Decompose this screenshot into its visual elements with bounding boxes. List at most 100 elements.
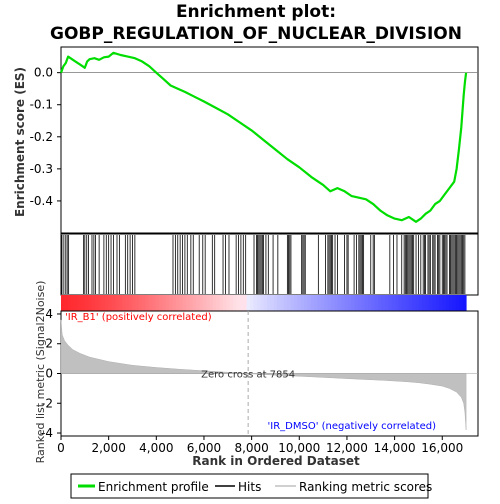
heatmap-cell — [128, 295, 133, 311]
heatmap-cell — [98, 295, 103, 311]
x-tick-label: 2,000 — [91, 441, 125, 455]
negative-correlation-label: 'IR_DMSO' (negatively correlated) — [268, 421, 437, 432]
heatmap-cell — [233, 295, 238, 311]
x-tick-label: 16,000 — [421, 441, 463, 455]
y-axis-label-metric: Ranked list metric (Signal2Noise) — [34, 281, 47, 464]
x-tick-label: 14,000 — [374, 441, 416, 455]
heatmap-cell — [67, 295, 72, 311]
heatmap-cell — [317, 295, 322, 311]
heatmap-cell — [202, 295, 207, 311]
heatmap-cell — [84, 295, 89, 311]
metric-panel: Zero cross at 7854 'IR_B1' (positively co… — [41, 307, 479, 440]
heatmap-cell — [263, 295, 268, 311]
zero-cross-label: Zero cross at 7854 — [201, 370, 295, 381]
heatmap-cell — [422, 295, 427, 311]
heatmap-cell — [111, 295, 116, 311]
heatmap-cell — [439, 295, 443, 311]
heatmap-cell — [398, 295, 403, 311]
heatmap-cell — [253, 295, 258, 311]
heatmap-cell — [185, 295, 190, 311]
es-y-tick-label: 0.0 — [34, 66, 53, 80]
heatmap-cell — [351, 295, 356, 311]
heatmap-cell — [314, 295, 319, 311]
heatmap-cell — [344, 295, 349, 311]
heatmap-cell — [121, 295, 126, 311]
heatmap-cell — [297, 295, 302, 311]
es-y-tick-label: -0.4 — [30, 194, 53, 208]
heatmap-cell — [361, 295, 366, 311]
es-y-tick-label: -0.3 — [30, 162, 53, 176]
heatmap-cell — [391, 295, 396, 311]
heatmap-cell — [395, 295, 400, 311]
heatmap-cell — [81, 295, 86, 311]
heatmap-cell — [266, 295, 271, 311]
heatmap-cell — [358, 295, 362, 311]
heatmap-cell — [189, 295, 194, 311]
positive-correlation-label: 'IR_B1' (positively correlated) — [65, 312, 212, 323]
heatmap-cell — [287, 295, 292, 311]
heatmap-cell — [182, 295, 187, 311]
heatmap-cell — [148, 295, 153, 311]
x-tick-label: 8,000 — [234, 441, 268, 455]
heatmap-cell — [374, 295, 379, 311]
heatmap-cell — [452, 295, 457, 311]
legend-label-enrichment: Enrichment profile — [98, 480, 209, 494]
heatmap-cell — [77, 295, 82, 311]
heatmap-cell — [115, 295, 119, 311]
heatmap-cell — [412, 295, 416, 311]
ranking-metric-area — [60, 319, 467, 431]
heatmap-cell — [405, 295, 410, 311]
heatmap-cell — [334, 295, 339, 311]
heatmap-cell — [324, 295, 329, 311]
es-y-tick-label: -0.1 — [30, 98, 53, 112]
heatmap-cell — [61, 295, 65, 311]
heatmap-cell — [459, 295, 464, 311]
heatmap-cell — [256, 295, 261, 311]
heatmap-cell — [401, 295, 406, 311]
heatmap-cell — [216, 295, 221, 311]
heatmap-cell — [226, 295, 231, 311]
heatmap-cell — [64, 295, 69, 311]
metric-y-tick-label: 2 — [45, 337, 53, 351]
es-plot-frame — [60, 46, 479, 234]
heatmap-cell — [462, 295, 467, 311]
heatmap-cell — [196, 295, 200, 311]
heatmap-cell — [246, 295, 251, 311]
x-tick-label: 6,000 — [187, 441, 221, 455]
heatmap-cell — [304, 295, 308, 311]
heatmap-cell — [209, 295, 214, 311]
heatmap-cell — [408, 295, 413, 311]
y-axis-label-es: Enrichment score (ES) — [13, 67, 27, 217]
legend-label-hits: Hits — [238, 480, 261, 494]
heatmap-cell — [310, 295, 315, 311]
heatmap-cell — [155, 295, 160, 311]
heatmap-cell — [290, 295, 295, 311]
x-tick-label: 10,000 — [278, 441, 320, 455]
heatmap-cell — [425, 295, 430, 311]
metric-y-tick-label: 0 — [45, 367, 53, 381]
heatmap-cell — [283, 295, 288, 311]
heatmap-cell — [88, 295, 92, 311]
heatmap-cell — [381, 295, 386, 311]
heatmap-cell — [212, 295, 217, 311]
heatmap-cell — [165, 295, 170, 311]
heatmap-cell — [243, 295, 248, 311]
heatmap-cell — [142, 295, 146, 311]
es-y-tick-label: -0.2 — [30, 130, 53, 144]
heatmap-cell — [158, 295, 163, 311]
heatmap-cell — [71, 295, 76, 311]
heatmap-cell — [236, 295, 241, 311]
heatmap-cell — [270, 295, 275, 311]
chart-title-line-1: Enrichment plot: — [176, 2, 336, 22]
heatmap-cell — [175, 295, 180, 311]
hits-frame — [60, 233, 479, 296]
heatmap-cell — [280, 295, 285, 311]
heatmap-cell — [108, 295, 113, 311]
heatmap-cell — [300, 295, 305, 311]
heatmap-cell — [138, 295, 143, 311]
heatmap-cell — [104, 295, 109, 311]
heatmap-cell — [378, 295, 383, 311]
heatmap-cell — [74, 295, 79, 311]
